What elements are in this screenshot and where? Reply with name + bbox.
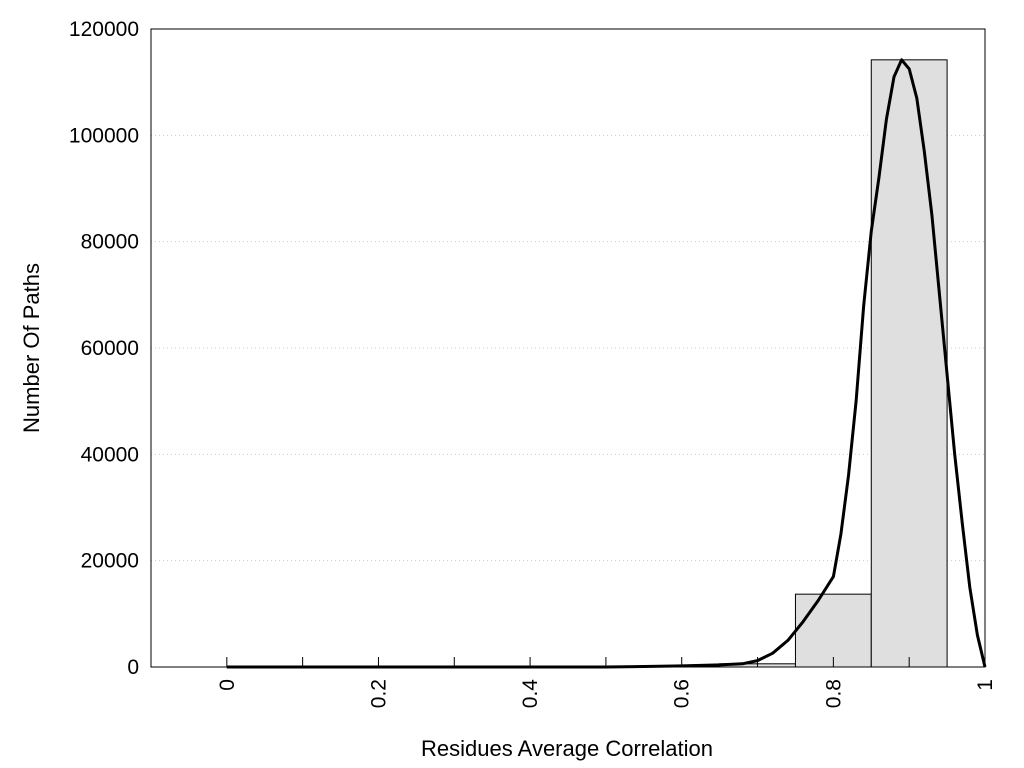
- plot-frame: [150, 28, 986, 668]
- x-tick-labels: 0 0.2 0.4 0.6 0.8 1: [216, 679, 997, 709]
- histogram-bar: [794, 593, 872, 668]
- tick-marks: [226, 657, 986, 667]
- y-tick-label: 20000: [81, 550, 139, 573]
- y-tick-label: 120000: [69, 18, 139, 41]
- x-tick-label: 0.8: [822, 679, 845, 708]
- y-tick-label: 0: [127, 656, 139, 679]
- x-axis-label: Residues Average Correlation: [421, 736, 713, 761]
- grid-lines: [151, 134, 985, 562]
- x-tick-label: 0.4: [519, 679, 542, 709]
- y-tick-label: 40000: [81, 443, 139, 466]
- x-tick-label: 0: [216, 679, 239, 691]
- bars: [643, 59, 948, 668]
- x-tick-label: 0.6: [671, 679, 694, 708]
- y-tick-label: 60000: [81, 337, 139, 360]
- y-tick-labels: 0 20000 40000 60000 80000 100000 120000: [69, 18, 139, 679]
- y-tick-label: 80000: [81, 231, 139, 254]
- x-tick-label: 0.2: [367, 679, 390, 708]
- y-tick-label: 100000: [69, 124, 139, 147]
- histogram-bar: [870, 59, 948, 668]
- y-axis-label: Number Of Paths: [19, 263, 44, 433]
- x-tick-label: 1: [974, 679, 997, 691]
